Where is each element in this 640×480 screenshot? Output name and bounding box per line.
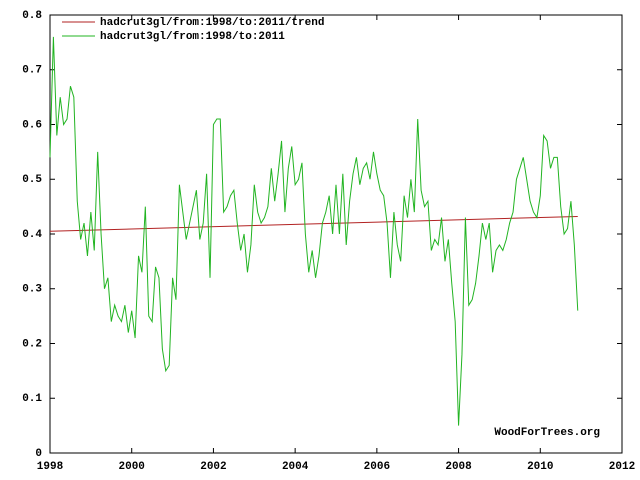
x-tick-label: 2008 [445, 461, 472, 473]
legend-label: hadcrut3gl/from:1998/to:2011/trend [100, 17, 324, 29]
y-tick-label: 0.4 [22, 229, 42, 241]
y-tick-label: 0.1 [22, 393, 42, 405]
y-tick-label: 0.7 [22, 65, 42, 77]
x-tick-label: 1998 [37, 461, 64, 473]
watermark: WoodForTrees.org [494, 427, 600, 439]
x-tick-label: 2012 [609, 461, 635, 473]
y-tick-label: 0.6 [22, 119, 42, 131]
y-tick-label: 0.3 [22, 284, 42, 296]
x-tick-label: 2006 [364, 461, 390, 473]
data-line [49, 215, 578, 232]
x-tick-label: 2000 [119, 461, 145, 473]
x-tick-label: 2002 [200, 461, 226, 473]
legend-label: hadcrut3gl/from:1998/to:2011 [100, 31, 285, 43]
y-tick-label: 0.8 [22, 10, 42, 22]
x-tick-label: 2004 [282, 461, 309, 473]
data-line [49, 36, 579, 426]
y-tick-label: 0 [35, 448, 42, 460]
plot-frame [49, 14, 623, 454]
y-tick-label: 0.2 [22, 338, 42, 350]
x-tick-label: 2010 [527, 461, 553, 473]
y-tick-label: 0.5 [22, 174, 42, 186]
